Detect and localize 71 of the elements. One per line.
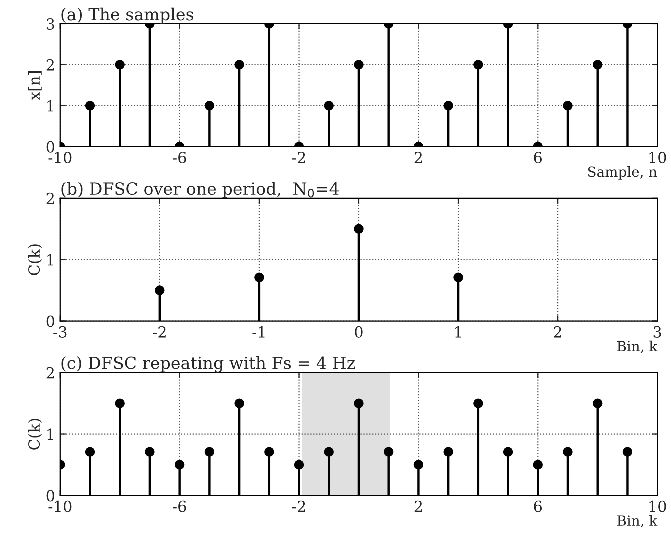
x-axis-title: Bin, k [618, 515, 658, 528]
y-tick-label: 3 [46, 18, 54, 30]
x-axis-title: Bin, k [618, 340, 658, 354]
point [204, 101, 215, 111]
y-tick-label: 0 [46, 490, 55, 502]
point [174, 460, 185, 470]
x-tick-label: -2 [153, 326, 166, 338]
point [324, 447, 334, 457]
point [593, 60, 603, 70]
point [563, 447, 573, 457]
chart-title: (a) The samples [62, 8, 194, 24]
point [474, 60, 484, 70]
y-axis-title: C(k) [28, 419, 42, 450]
point [324, 101, 334, 111]
y-tick-label: 2 [46, 59, 54, 71]
x-tick-label: 6 [534, 152, 542, 164]
x-tick-label: -10 [48, 152, 72, 164]
point [503, 447, 514, 457]
y-axis-title: x[n] [28, 72, 42, 100]
point [593, 398, 603, 408]
point [264, 447, 274, 457]
chart-title: (c) DFSC repeating with Fs = 4 Hz [62, 356, 356, 373]
chart-title: (b) DFSC over one period, N$_{0}$=4 [62, 182, 340, 198]
point [354, 224, 364, 234]
x-tick-label: 1 [456, 326, 462, 338]
point [533, 460, 544, 470]
point [444, 101, 454, 111]
point [354, 60, 364, 70]
point [234, 398, 244, 408]
x-tick-label: 3 [654, 326, 662, 338]
y-axis-title: C(k) [28, 244, 42, 276]
x-tick-label: 2 [414, 152, 422, 164]
x-tick-label: 10 [650, 152, 666, 164]
point [414, 460, 424, 470]
y-tick-label: 1 [48, 428, 54, 440]
x-tick-label: -2 [292, 500, 306, 512]
x-tick-label: 2 [414, 500, 422, 512]
point [234, 60, 244, 70]
point [563, 101, 573, 111]
x-tick-label: -3 [54, 326, 67, 338]
point [294, 460, 304, 470]
x-tick-label: 6 [534, 500, 542, 512]
x-tick-label: -6 [173, 152, 186, 164]
point [454, 272, 464, 283]
x-axis-title: Sample, n [588, 166, 658, 180]
y-tick-label: 2 [46, 367, 54, 379]
point [155, 286, 165, 296]
point [474, 398, 484, 408]
point [444, 447, 454, 457]
point [115, 398, 125, 408]
y-tick-label: 0 [46, 316, 55, 328]
point [384, 447, 394, 457]
x-tick-label: -6 [173, 500, 186, 512]
y-tick-label: 2 [46, 192, 54, 204]
point [354, 398, 364, 408]
x-tick-label: -2 [292, 152, 306, 164]
point [85, 101, 96, 111]
point [622, 447, 633, 457]
x-tick-label: -10 [48, 500, 72, 512]
point [145, 447, 155, 457]
y-tick-label: 1 [48, 100, 54, 112]
y-tick-label: 0 [46, 141, 55, 153]
y-tick-label: 1 [48, 254, 54, 266]
point [115, 60, 125, 70]
point [204, 447, 215, 457]
x-tick-label: 0 [355, 326, 363, 338]
x-tick-label: -1 [252, 326, 265, 338]
point [85, 447, 96, 457]
point [254, 272, 264, 283]
x-tick-label: 2 [554, 326, 562, 338]
x-tick-label: 10 [650, 500, 666, 512]
